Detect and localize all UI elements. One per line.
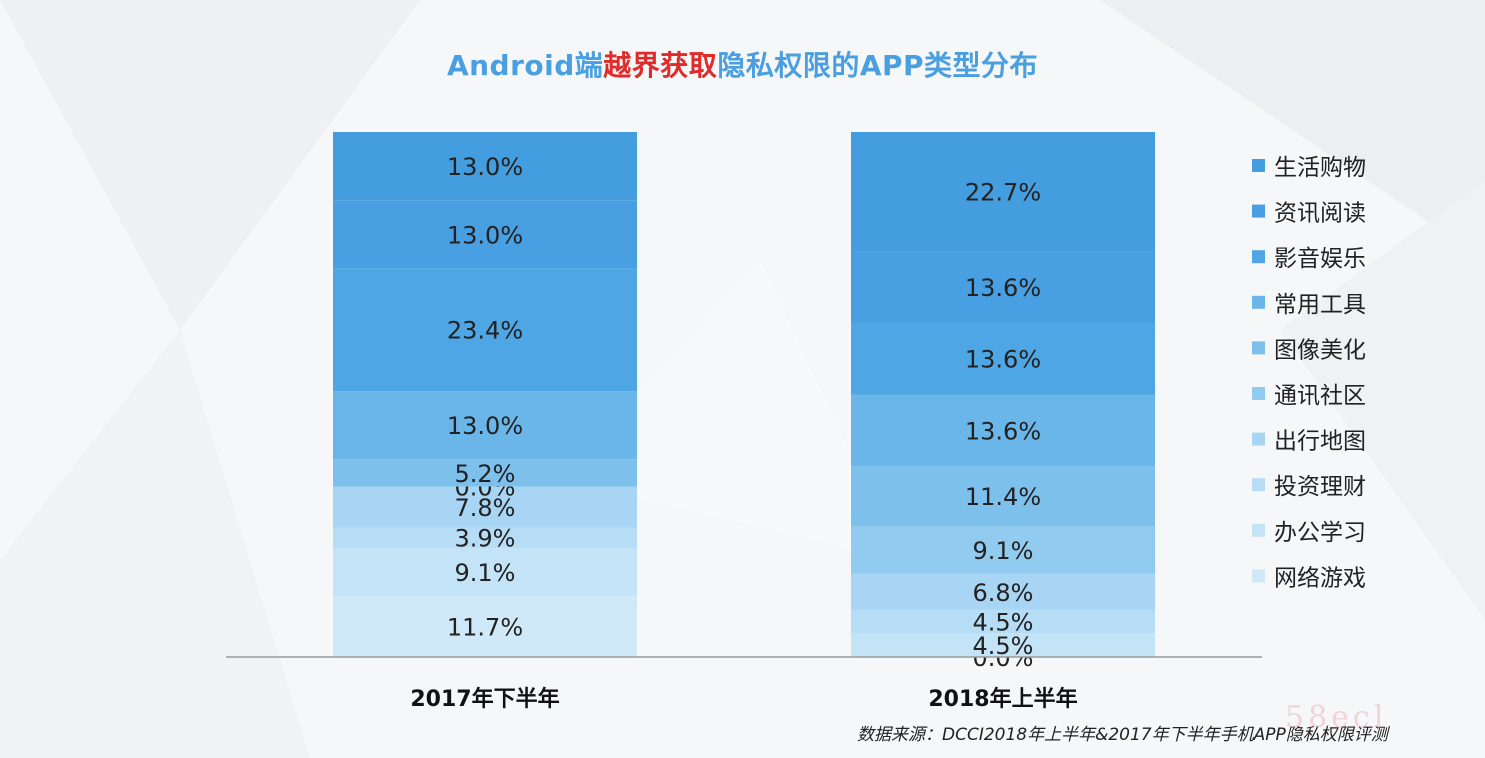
bar-segment (333, 200, 637, 269)
legend-swatch (1252, 432, 1265, 446)
bar-segment (851, 573, 1155, 610)
legend-label: 常用工具 (1274, 292, 1366, 318)
bar-segment (851, 251, 1155, 323)
bar-segment (851, 609, 1155, 634)
bar-segment (333, 486, 637, 528)
bar-segment (851, 466, 1155, 527)
legend-swatch (1252, 250, 1265, 264)
data-label: 13.0% (447, 153, 523, 181)
data-label: 13.0% (447, 221, 523, 249)
data-label: 6.8% (973, 579, 1034, 607)
bar-segment (851, 394, 1155, 467)
bar-segment (333, 268, 637, 392)
legend-label: 生活购物 (1274, 155, 1366, 181)
data-label: 11.7% (447, 613, 523, 641)
bar-segment (851, 526, 1155, 574)
legend-swatch (1252, 387, 1265, 400)
legend-label: 通讯社区 (1274, 383, 1366, 409)
legend-label: 投资理财 (1274, 474, 1366, 500)
legend-swatch (1252, 569, 1265, 583)
data-label: 13.6% (965, 346, 1041, 374)
legend-label: 影音娱乐 (1274, 246, 1366, 272)
legend-swatch (1252, 478, 1265, 492)
bar-segment (851, 132, 1155, 252)
bar-segment (333, 547, 637, 596)
data-label: 9.1% (973, 537, 1034, 565)
category-label: 2018年上半年 (928, 686, 1077, 712)
title-part-3: 隐私权限的APP类型分布 (717, 49, 1039, 82)
data-label: 3.9% (455, 525, 516, 553)
data-label: 4.5% (973, 608, 1034, 636)
data-label: 13.6% (965, 274, 1041, 302)
bar-segment (851, 322, 1155, 395)
category-label: 2017年下半年 (410, 686, 559, 712)
bar-segment (333, 459, 637, 487)
data-label: 11.4% (965, 483, 1041, 511)
data-label: 22.7% (965, 179, 1041, 207)
data-label: 7.8% (455, 494, 516, 522)
data-source-note: 数据来源：DCCI2018年上半年&2017年下半年手机APP隐私权限评测 (857, 725, 1388, 745)
legend-swatch (1252, 341, 1265, 355)
data-label: 5.2% (455, 460, 516, 488)
bar-segment (333, 391, 637, 460)
title-part-1: Android端 (446, 49, 604, 82)
data-label: 23.4% (447, 317, 523, 345)
legend-swatch (1252, 159, 1265, 172)
data-label: 13.0% (447, 412, 523, 440)
bar-segment (333, 595, 637, 657)
data-label: 9.1% (455, 559, 516, 587)
legend-swatch (1252, 523, 1265, 537)
legend-label: 出行地图 (1274, 429, 1366, 455)
title-part-highlight: 越界获取 (603, 49, 718, 82)
legend-swatch (1252, 204, 1265, 218)
legend-label: 图像美化 (1274, 337, 1366, 363)
chart-title: Android端越界获取隐私权限的APP类型分布 (0, 44, 1485, 84)
data-label: 4.5% (973, 632, 1034, 660)
bar-segment (851, 633, 1155, 657)
bar-segment (333, 527, 637, 548)
data-label: 13.6% (965, 417, 1041, 445)
legend-label: 办公学习 (1274, 520, 1366, 546)
watermark: 58ecl (1285, 700, 1388, 735)
legend-label: 网络游戏 (1274, 565, 1366, 591)
legend-swatch (1252, 295, 1265, 309)
bar-segment (333, 132, 637, 201)
legend-label: 资讯阅读 (1274, 201, 1366, 227)
